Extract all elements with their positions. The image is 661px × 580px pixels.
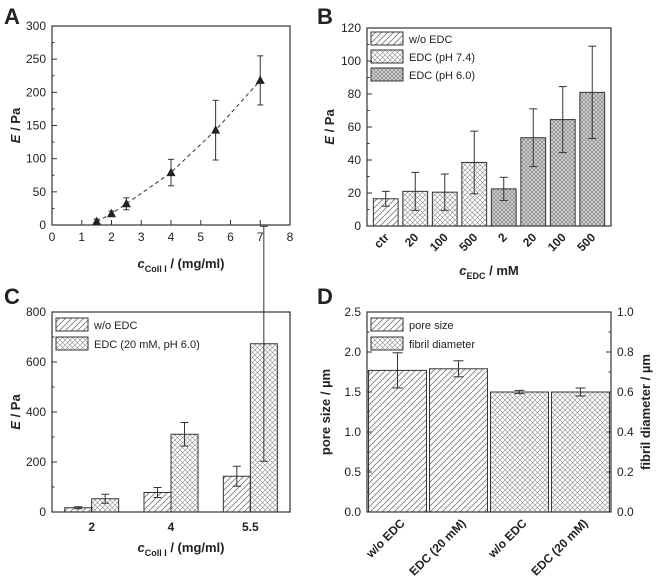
- y-axis-right-label: fibril diameter / µm: [638, 354, 653, 470]
- y-axis-right-tick-label: 0.6: [617, 385, 634, 399]
- x-axis-tick-label: 3: [138, 230, 145, 244]
- legend-swatch: [370, 317, 404, 332]
- x-axis-tick-label: 6: [227, 230, 234, 244]
- panel-label-d: D: [317, 284, 333, 309]
- y-axis-tick-label: 300: [26, 19, 46, 33]
- x-axis-tick-label: 7: [257, 230, 264, 244]
- x-axis-tick-label: 2: [88, 520, 95, 534]
- bar: [368, 369, 427, 513]
- y-axis-tick-label: 40: [348, 153, 362, 167]
- y-axis-left-tick-label: 1.0: [344, 425, 361, 439]
- legend-label: fibril diameter: [409, 339, 475, 351]
- x-axis-tick-label: 0: [49, 230, 56, 244]
- y-axis-label: E / Pa: [8, 107, 23, 143]
- panel-a: 0 50 100 150 200 250 300 0 1 2 3 4 5 6 7 8 E / Pa cColl I…: [8, 19, 294, 274]
- data-point-triangle: [255, 75, 265, 84]
- legend-label: EDC (20 mM, pH 6.0): [94, 339, 200, 351]
- x-axis-tick-label: 8: [287, 230, 294, 244]
- x-axis-tick-label: 2: [108, 230, 115, 244]
- legend-label: w/o EDC: [93, 320, 137, 332]
- panel-label-a: A: [4, 4, 20, 29]
- x-axis-tick-label: 2: [495, 230, 510, 245]
- y-axis-tick-label: 80: [348, 87, 362, 101]
- x-axis-label: cColl I / (mg/ml): [137, 540, 224, 558]
- x-axis-tick-label: 4: [168, 520, 175, 534]
- y-axis-tick-label: 200: [26, 455, 46, 469]
- x-axis-tick-label: 500: [456, 230, 480, 254]
- x-axis-tick-label: 5.5: [242, 520, 259, 534]
- y-axis-right-tick-label: 0.2: [617, 465, 634, 479]
- x-axis-tick-label: 5: [197, 230, 204, 244]
- y-axis-left-tick-label: 0.5: [344, 465, 361, 479]
- x-axis-tick-label: w/o EDC: [363, 516, 408, 561]
- y-axis-label: E / Pa: [322, 109, 337, 145]
- legend-label: EDC (pH 7.4): [409, 52, 475, 64]
- data-point-triangle: [166, 167, 176, 177]
- y-axis-tick-label: 400: [26, 405, 46, 419]
- data-point-triangle: [211, 125, 221, 134]
- fit-curve: [96, 80, 261, 223]
- y-axis-right-tick-label: 0.4: [617, 425, 634, 439]
- x-axis-tick-label: 1: [78, 230, 85, 244]
- legend-swatch: [55, 336, 89, 351]
- y-axis-tick-label: 100: [26, 152, 46, 166]
- x-axis-tick-label: EDC (20 mM): [406, 516, 468, 578]
- y-axis-tick-label: 250: [26, 52, 46, 66]
- y-axis-tick-label: 600: [26, 355, 46, 369]
- x-axis-label: cColl I / (mg/ml): [137, 256, 224, 274]
- y-axis-tick-label: 0: [354, 219, 361, 233]
- x-axis-tick-label: 100: [545, 230, 569, 254]
- y-axis-left-tick-label: 1.5: [344, 385, 361, 399]
- legend-swatch: [370, 49, 404, 64]
- bar: [551, 391, 610, 513]
- bar: [170, 433, 199, 513]
- y-axis-tick-label: 120: [341, 21, 361, 35]
- y-axis-right-tick-label: 1.0: [617, 305, 634, 319]
- legend-label: pore size: [409, 320, 454, 332]
- x-axis-tick-label: w/o EDC: [485, 516, 530, 561]
- bar: [429, 368, 488, 513]
- y-axis-left-label: pore size / µm: [318, 369, 333, 455]
- y-axis-tick-label: 150: [26, 119, 46, 133]
- y-axis-tick-label: 200: [26, 85, 46, 99]
- x-axis-tick-label: 500: [574, 230, 598, 254]
- y-axis-tick-label: 0: [39, 218, 46, 232]
- data-point-triangle: [121, 198, 131, 208]
- y-axis-left-tick-label: 2.0: [344, 345, 361, 359]
- legend-label: EDC (pH 6.0): [409, 70, 475, 82]
- x-axis-tick-label: ctr: [371, 230, 392, 251]
- x-axis-tick-label: 4: [168, 230, 175, 244]
- y-axis-tick-label: 0: [39, 505, 46, 519]
- x-axis-tick-label: EDC (20 mM): [528, 516, 590, 578]
- legend-label: w/o EDC: [408, 34, 452, 46]
- y-axis-tick-label: 60: [348, 120, 362, 134]
- y-axis-tick-label: 20: [348, 186, 362, 200]
- panel-c: 0 200 400 600 800 2 4 5.5 w/o EDC EDC (20 mM, pH …: [8, 225, 291, 558]
- y-axis-left-tick-label: 2.5: [344, 305, 361, 319]
- y-axis-left-tick-label: 0.0: [344, 505, 361, 519]
- legend-swatch: [370, 67, 404, 82]
- legend-swatch: [370, 336, 404, 351]
- y-axis-right-tick-label: 0.8: [617, 345, 634, 359]
- panel-d: 0.0 0.5 1.0 1.5 2.0 2.5 0.0 0.2 0.4 0.6 0.8 1.0 w/o …: [318, 305, 653, 578]
- y-axis-right-tick-label: 0.0: [617, 505, 634, 519]
- bar: [490, 391, 549, 513]
- x-axis-label: cEDC / mM: [459, 263, 518, 281]
- panel-label-c: C: [4, 284, 20, 309]
- legend-swatch: [370, 31, 404, 46]
- data-point-triangle: [92, 216, 102, 226]
- y-axis-tick-label: 100: [341, 54, 361, 68]
- y-axis-tick-label: 800: [26, 305, 46, 319]
- plot-frame: [51, 25, 291, 226]
- y-axis-tick-label: 50: [33, 185, 47, 199]
- x-axis-tick-label: 20: [520, 230, 540, 250]
- panel-label-b: B: [317, 4, 333, 29]
- legend-swatch: [55, 317, 89, 332]
- data-point-triangle: [107, 208, 116, 218]
- x-axis-tick-label: 20: [402, 230, 422, 250]
- y-axis-label: E / Pa: [8, 394, 23, 430]
- x-axis-tick-label: 100: [427, 230, 451, 254]
